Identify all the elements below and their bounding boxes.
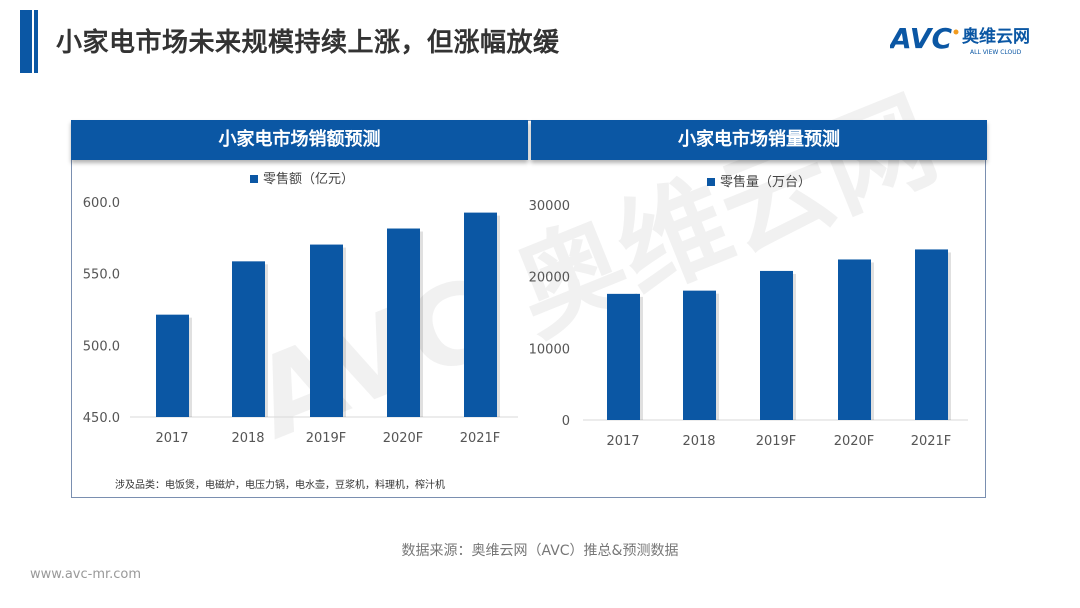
x-tick-label: 2020F xyxy=(383,431,424,446)
category-note: 涉及品类：电饭煲，电磁炉，电压力锅，电水壶，豆浆机，料理机，榨汁机 xyxy=(115,480,445,491)
y-tick-label: 500.0 xyxy=(83,339,120,354)
website-url: www.avc-mr.com xyxy=(30,567,142,582)
x-tick-label: 2017 xyxy=(606,434,639,449)
legend-swatch xyxy=(250,175,258,183)
x-tick-label: 2021F xyxy=(911,434,952,449)
bar xyxy=(310,244,343,417)
y-tick-label: 450.0 xyxy=(83,411,120,426)
bar xyxy=(760,270,793,420)
bar xyxy=(838,259,871,420)
y-tick-label: 20000 xyxy=(529,271,570,286)
logo-en: ALL VIEW CLOUD xyxy=(970,49,1022,56)
x-tick-label: 2021F xyxy=(460,431,501,446)
chart-title-sales-volume: 小家电市场销量预测 xyxy=(531,120,987,160)
y-tick-label: 10000 xyxy=(529,342,570,357)
chart-title-sales-value: 小家电市场销额预测 xyxy=(71,120,528,160)
legend-sales-value: 零售额（亿元） xyxy=(250,168,354,187)
legend-label: 零售量（万台） xyxy=(720,175,812,190)
x-tick-label: 2019F xyxy=(756,434,797,449)
x-tick-label: 2018 xyxy=(682,434,715,449)
legend-sales-volume: 零售量（万台） xyxy=(707,171,811,190)
page-title: 小家电市场未来规模持续上涨，但涨幅放缓 xyxy=(56,28,560,58)
x-tick-label: 2018 xyxy=(231,431,264,446)
logo-cn: 奥维云网 xyxy=(962,26,1030,47)
bar xyxy=(683,290,716,420)
chart-panel xyxy=(71,120,986,498)
x-tick-label: 2020F xyxy=(834,434,875,449)
bar xyxy=(607,293,640,420)
legend-swatch xyxy=(707,178,715,186)
avc-logo: AVC 奥维云网 ALL VIEW CLOUD xyxy=(890,22,1030,56)
bar xyxy=(915,249,948,420)
logo-text: AVC xyxy=(890,22,952,55)
y-tick-label: 600.0 xyxy=(83,196,120,211)
data-source: 数据来源：奥维云网（AVC）推总&预测数据 xyxy=(401,543,679,559)
x-tick-label: 2019F xyxy=(306,431,347,446)
bar xyxy=(387,228,420,417)
title-accent-bar xyxy=(20,10,32,73)
y-tick-label: 30000 xyxy=(529,199,570,214)
bar xyxy=(232,261,265,417)
title-accent-bar-thin xyxy=(34,10,38,73)
bar xyxy=(156,314,189,417)
y-tick-label: 550.0 xyxy=(83,268,120,283)
x-tick-label: 2017 xyxy=(155,431,188,446)
bar xyxy=(464,212,497,417)
y-tick-label: 0 xyxy=(562,414,570,429)
legend-label: 零售额（亿元） xyxy=(263,172,355,187)
